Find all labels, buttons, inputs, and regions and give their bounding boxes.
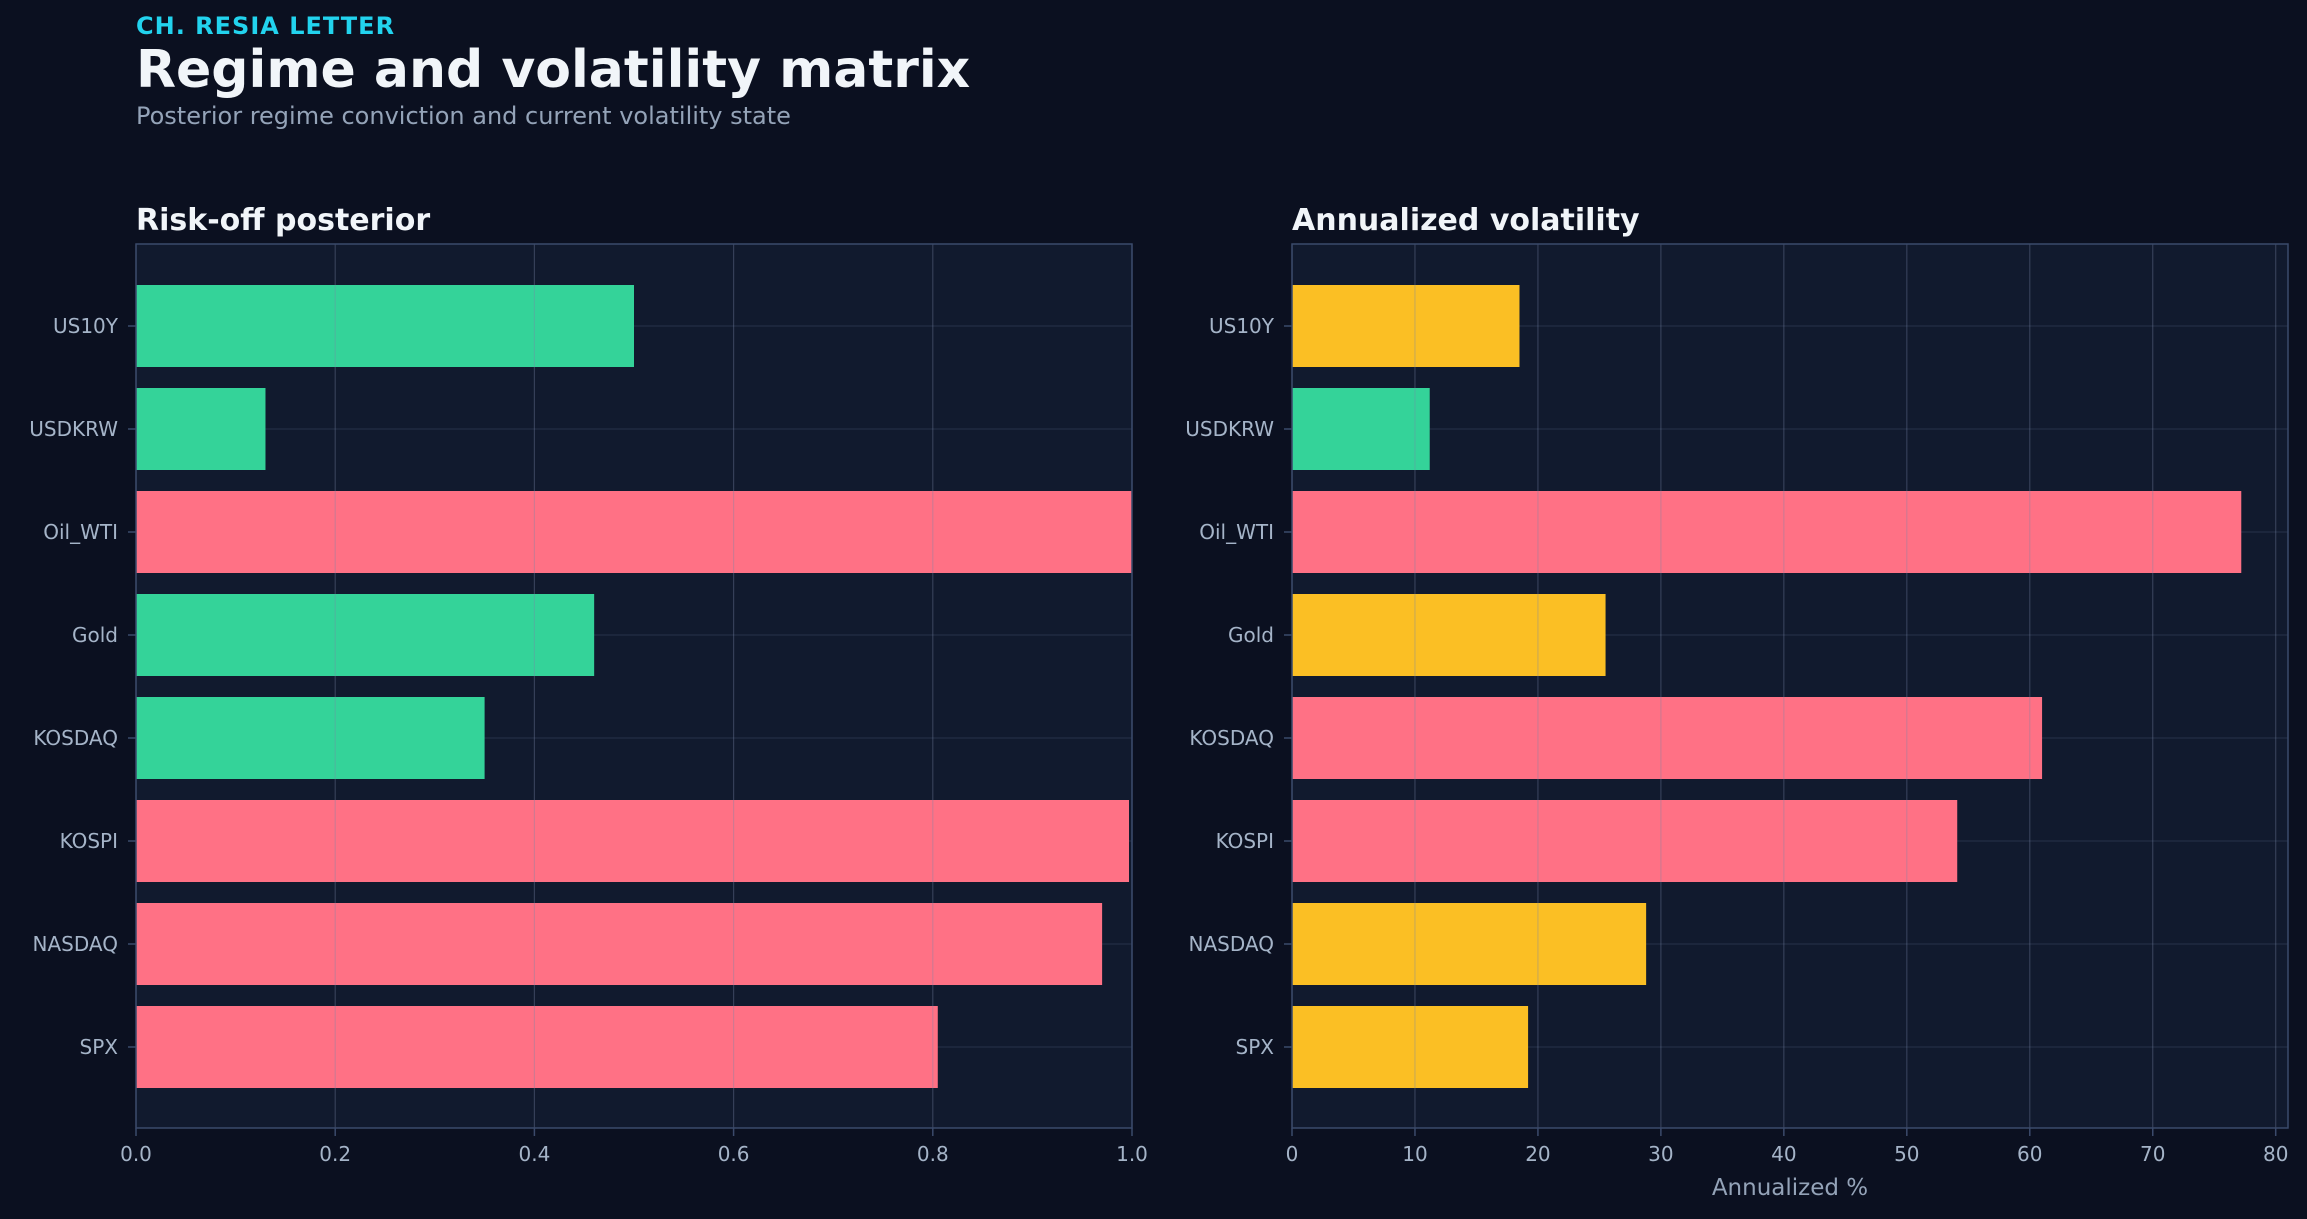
plot-frame bbox=[1291, 243, 2289, 1129]
bar-oil-wti bbox=[136, 491, 1132, 573]
x-tick-label: 10 bbox=[1402, 1142, 1427, 1166]
category-label: Oil_WTI bbox=[43, 520, 118, 544]
category-label: Oil_WTI bbox=[1199, 520, 1274, 544]
panel-title: Risk-off posterior bbox=[136, 203, 430, 238]
x-tick-label: 30 bbox=[1648, 1142, 1673, 1166]
category-label: NASDAQ bbox=[1189, 932, 1274, 956]
category-label: USDKRW bbox=[1185, 417, 1274, 441]
x-axis-label: Annualized % bbox=[1712, 1175, 1868, 1201]
x-tick-label: 0 bbox=[1286, 1142, 1299, 1166]
bar-usdkrw bbox=[1292, 388, 1430, 470]
bar-kospi bbox=[136, 800, 1130, 882]
bar-oil-wti bbox=[1292, 491, 2242, 573]
page-title: Regime and volatility matrix bbox=[136, 40, 971, 100]
bar-gold bbox=[1292, 594, 1606, 676]
category-label: USDKRW bbox=[29, 417, 118, 441]
plot-area bbox=[1292, 244, 2288, 1128]
bar-usdkrw bbox=[136, 388, 266, 470]
category-label: US10Y bbox=[53, 314, 119, 338]
bar-gold bbox=[136, 594, 595, 676]
plot-frame bbox=[135, 243, 1133, 1129]
report-kicker: CH. RESIA LETTER bbox=[136, 12, 396, 40]
x-tick-label: 0.6 bbox=[718, 1142, 750, 1166]
x-tick-label: 40 bbox=[1771, 1142, 1796, 1166]
category-label: KOSDAQ bbox=[33, 726, 118, 750]
x-tick-label: 0.0 bbox=[120, 1142, 152, 1166]
bar-us10y bbox=[136, 285, 634, 367]
category-label: KOSPI bbox=[1216, 829, 1274, 853]
bar-kosdaq bbox=[136, 697, 485, 779]
x-tick-label: 80 bbox=[2263, 1142, 2288, 1166]
category-label: US10Y bbox=[1209, 314, 1275, 338]
bar-us10y bbox=[1292, 285, 1520, 367]
x-tick-label: 60 bbox=[2017, 1142, 2042, 1166]
bar-spx bbox=[1292, 1006, 1529, 1088]
bar-nasdaq bbox=[136, 903, 1103, 985]
category-label: KOSDAQ bbox=[1189, 726, 1274, 750]
chart-panel-0: Risk-off posterior US10Y USDKRW Oil_WTI Gold… bbox=[29, 203, 1148, 1166]
category-label: SPX bbox=[80, 1035, 119, 1059]
x-tick-label: 20 bbox=[1525, 1142, 1550, 1166]
x-tick-label: 0.8 bbox=[917, 1142, 949, 1166]
category-label: SPX bbox=[1236, 1035, 1275, 1059]
bar-kospi bbox=[1292, 800, 1958, 882]
x-tick-label: 70 bbox=[2140, 1142, 2165, 1166]
panel-title: Annualized volatility bbox=[1292, 203, 1640, 238]
category-label: Gold bbox=[1228, 623, 1274, 647]
bar-kosdaq bbox=[1292, 697, 2043, 779]
category-label: Gold bbox=[72, 623, 118, 647]
plot-area bbox=[136, 244, 1132, 1128]
bar-spx bbox=[136, 1006, 938, 1088]
x-tick-label: 0.2 bbox=[319, 1142, 351, 1166]
category-label: KOSPI bbox=[60, 829, 118, 853]
page-subtitle: Posterior regime conviction and current … bbox=[136, 102, 791, 130]
x-tick-label: 50 bbox=[1894, 1142, 1919, 1166]
chart-panel-1: Annualized volatility US10Y USDKRW Oil_WTI G… bbox=[1185, 203, 2289, 1201]
x-tick-label: 0.4 bbox=[518, 1142, 550, 1166]
x-tick-label: 1.0 bbox=[1116, 1142, 1148, 1166]
bar-nasdaq bbox=[1292, 903, 1647, 985]
category-label: NASDAQ bbox=[33, 932, 118, 956]
